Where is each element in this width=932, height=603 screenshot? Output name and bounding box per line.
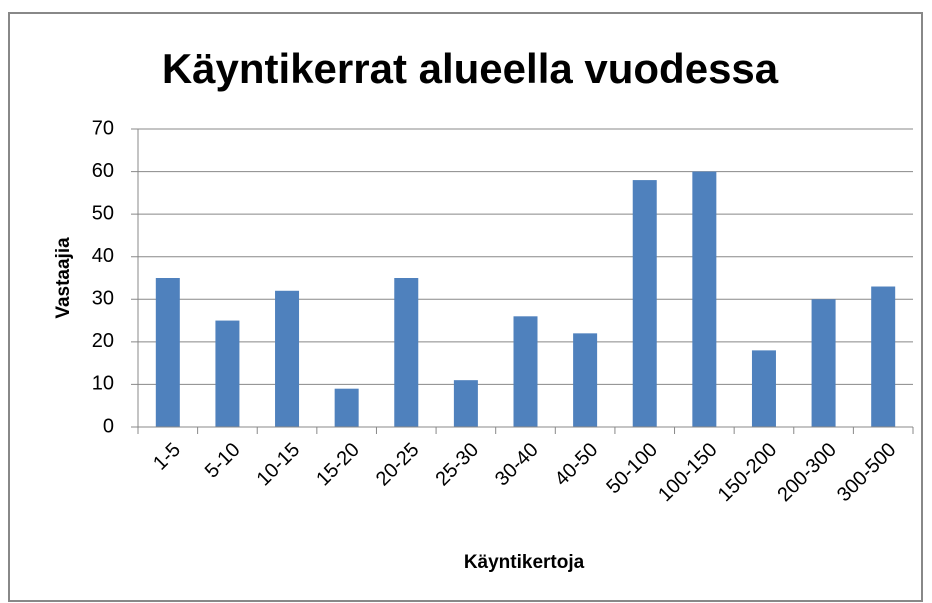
- bar: [334, 388, 359, 427]
- bar: [275, 290, 300, 427]
- bar: [811, 299, 836, 427]
- y-tick-label: 40: [92, 245, 114, 267]
- bar: [692, 171, 717, 427]
- y-tick-label: 30: [92, 288, 114, 310]
- bar: [573, 333, 598, 427]
- bar: [215, 320, 240, 427]
- y-tick-label: 20: [92, 330, 114, 352]
- y-tick-label: 70: [92, 117, 114, 139]
- y-axis-label: Vastaajia: [53, 237, 74, 319]
- x-axis-label: Käyntikertoja: [464, 552, 585, 573]
- chart-frame: [8, 12, 923, 602]
- bar: [751, 350, 776, 427]
- bar: [453, 380, 478, 427]
- bar: [394, 278, 419, 427]
- chart-title: Käyntikerrat alueella vuodessa: [162, 45, 779, 92]
- y-tick-label: 50: [92, 202, 114, 224]
- y-tick-label: 60: [92, 160, 114, 182]
- bar: [632, 180, 657, 427]
- bar: [155, 278, 180, 427]
- y-tick-label: 0: [103, 415, 114, 437]
- y-tick-label: 10: [92, 373, 114, 395]
- bar: [871, 286, 896, 427]
- bar: [513, 316, 538, 427]
